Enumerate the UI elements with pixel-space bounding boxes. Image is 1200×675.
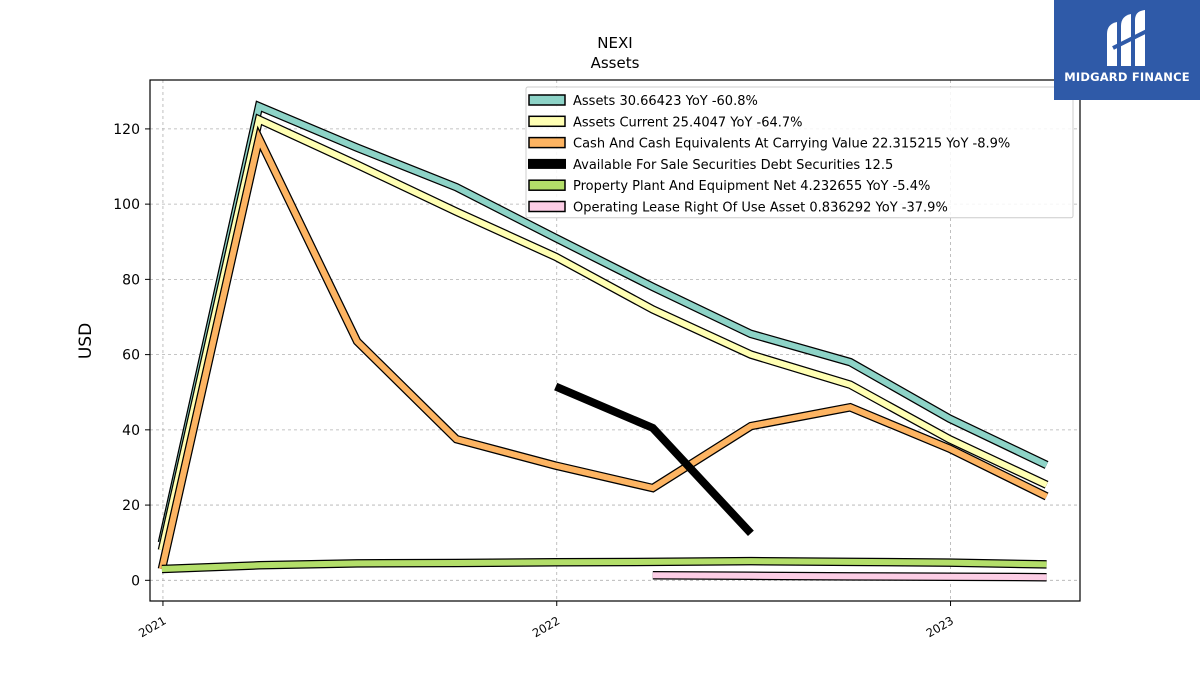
series-operating-lease-right-of-use-asset bbox=[652, 570, 1047, 582]
chart-title: NEXI bbox=[597, 34, 632, 52]
x-tick-label: 2023 bbox=[924, 613, 956, 640]
logo-text: MIDGARD FINANCE bbox=[1064, 70, 1190, 84]
y-tick-label: 100 bbox=[113, 197, 140, 213]
legend-swatch bbox=[528, 136, 566, 149]
x-tick-label: 2022 bbox=[530, 613, 562, 640]
legend-label: Assets Current 25.4047 YoY -64.7% bbox=[573, 115, 803, 130]
legend-label: Operating Lease Right Of Use Asset 0.836… bbox=[573, 201, 948, 216]
legend-entry: Available For Sale Securities Debt Secur… bbox=[528, 158, 893, 173]
series-line bbox=[554, 382, 754, 537]
y-tick-label: 0 bbox=[131, 573, 140, 589]
legend-entry: Assets 30.66423 YoY -60.8% bbox=[528, 94, 758, 109]
midgard-finance-logo: MIDGARD FINANCE bbox=[1054, 0, 1200, 100]
legend-entry: Operating Lease Right Of Use Asset 0.836… bbox=[528, 200, 948, 216]
logo-mark-icon bbox=[1107, 10, 1150, 66]
legend-entry: Property Plant And Equipment Net 4.23265… bbox=[528, 179, 930, 194]
legend-box bbox=[525, 86, 1074, 219]
legend-swatch bbox=[528, 115, 566, 128]
axes-frame bbox=[149, 79, 1081, 602]
y-axis-label: USD bbox=[76, 323, 96, 359]
y-tick-label: 20 bbox=[122, 498, 140, 514]
series-layer bbox=[157, 100, 1049, 582]
legend-label: Available For Sale Securities Debt Secur… bbox=[573, 158, 893, 173]
legend-entry: Assets Current 25.4047 YoY -64.7% bbox=[528, 115, 803, 130]
x-tick-label: 2021 bbox=[136, 613, 168, 640]
series-line bbox=[158, 129, 1048, 570]
legend: Assets 30.66423 YoY -60.8% Assets Current… bbox=[525, 86, 1074, 219]
series-line bbox=[652, 572, 1047, 581]
series-available-for-sale-securities-debt-securities bbox=[554, 382, 754, 537]
y-tick-label: 120 bbox=[113, 122, 140, 138]
y-tick-label: 40 bbox=[122, 423, 140, 439]
series-line bbox=[158, 102, 1048, 544]
y-tick-label: 60 bbox=[122, 348, 140, 364]
legend-entry: Cash And Cash Equivalents At Carrying Va… bbox=[528, 136, 1010, 152]
legend-swatch bbox=[528, 179, 566, 191]
series-line bbox=[161, 558, 1047, 572]
legend-swatch bbox=[528, 94, 566, 106]
legend-swatch bbox=[528, 200, 566, 213]
series-cash-and-cash-equivalents-at-carrying-value bbox=[157, 125, 1049, 570]
chart-subtitle: Assets bbox=[591, 54, 640, 72]
series-property-plant-and-equipment-net bbox=[161, 556, 1047, 574]
legend-label: Assets 30.66423 YoY -60.8% bbox=[573, 94, 758, 109]
series-assets-current bbox=[157, 113, 1049, 552]
series-line bbox=[158, 115, 1048, 551]
legend-label: Cash And Cash Equivalents At Carrying Va… bbox=[573, 137, 1010, 152]
legend-swatch bbox=[528, 158, 566, 169]
series-assets bbox=[157, 100, 1049, 544]
legend-label: Property Plant And Equipment Net 4.23265… bbox=[573, 179, 930, 194]
y-tick-label: 80 bbox=[122, 272, 140, 288]
